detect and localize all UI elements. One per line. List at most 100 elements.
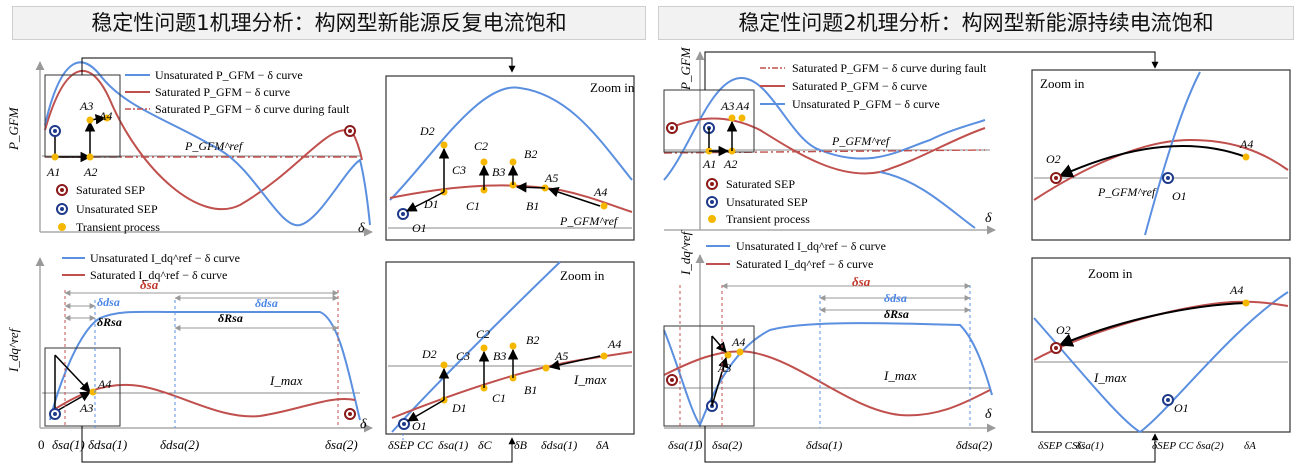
point-a4: A4 — [97, 377, 111, 391]
point-d2: D2 — [421, 347, 437, 361]
point-a3: A3 — [79, 401, 93, 415]
left-zoom-top: Zoom in O1 D1 D2 C1 C2 C3 B1 B2 B3 A4 A5… — [385, 75, 635, 241]
point-b1: B1 — [524, 383, 537, 397]
point-a1: A1 — [46, 165, 60, 179]
right-marker-legend: Saturated SEP Unsaturated SEP Transient … — [706, 177, 810, 226]
point-a4: A4 — [731, 335, 745, 349]
tick: δsa(2) — [1196, 440, 1224, 452]
point-o1: O1 — [1172, 189, 1187, 203]
left-axis-labels: 0 δsa(1) δdsa(1) δdsa(2) δsa(2) δSEP CC … — [38, 437, 610, 452]
zoom-label: Zoom in — [1088, 266, 1133, 281]
right-legend-i: Unsaturated I_dq^ref − δ curve Saturated… — [706, 239, 886, 271]
point-a4: A4 — [593, 185, 607, 199]
zoom-label: Zoom in — [560, 268, 605, 283]
x-label: δ — [985, 407, 992, 422]
legend-item: Saturated SEP — [76, 183, 145, 197]
tick: δdsa(2) — [160, 437, 199, 452]
point-a4: A4 — [735, 99, 749, 113]
right-zoom-top: Zoom in O2 O1 A4 P_GFM^ref — [1031, 69, 1291, 241]
tick: δsa(1) — [438, 438, 468, 452]
x-label: δ — [358, 221, 365, 236]
tick: δdsa(2) — [956, 438, 992, 452]
span-label: δRsa — [884, 307, 909, 321]
point-c2: C2 — [474, 139, 488, 153]
tick: δsa(1) — [1076, 440, 1104, 452]
imax-label: I_max — [883, 368, 917, 383]
point-o2: O2 — [1056, 323, 1071, 337]
left-legend-i: Unsaturated I_dq^ref − δ curve Saturated… — [62, 251, 240, 282]
point-d1: D1 — [451, 401, 467, 415]
legend-item: Unsaturated I_dq^ref − δ curve — [90, 251, 240, 265]
y-label-i: I_dq^ref — [678, 229, 693, 276]
point-o1: O1 — [1174, 401, 1189, 415]
left-legend-p: Unsaturated P_GFM − δ curve Saturated P_… — [125, 68, 350, 116]
tick: δsa(1) — [52, 437, 85, 452]
imax-label: I_max — [573, 372, 607, 387]
span-label: δRsa — [218, 311, 243, 325]
left-p-plot: P_GFM δ P_GFM^ref A1 A2 A3 A4 — [6, 61, 373, 237]
point-a4: A4 — [1229, 283, 1243, 297]
legend-item: Saturated P_GFM − δ curve — [792, 79, 927, 93]
tick: δSEP CC — [388, 438, 434, 452]
left-marker-legend: Saturated SEP Unsaturated SEP Transient … — [56, 183, 160, 234]
x-label: δ — [985, 211, 992, 226]
legend-item: Unsaturated SEP — [726, 195, 808, 209]
legend-item: Transient process — [76, 220, 160, 234]
tick: δsa(2) — [712, 438, 742, 452]
legend-item: Transient process — [726, 212, 810, 226]
pref-label: P_GFM^ref — [559, 214, 619, 228]
point-b2: B2 — [526, 333, 539, 347]
legend-item: Saturated P_GFM − δ curve — [155, 85, 290, 99]
left-title: 稳定性问题1机理分析：构网型新能源反复电流饱和 — [12, 6, 646, 40]
right-title: 稳定性问题2机理分析：构网型新能源持续电流饱和 — [658, 6, 1294, 40]
tick: 0 — [696, 437, 703, 452]
point-a2: A2 — [723, 157, 737, 171]
span-label: δdsa — [255, 296, 278, 310]
legend-item: Saturated SEP — [726, 177, 795, 191]
tick: δA — [1244, 440, 1256, 452]
right-legend-p: Saturated P_GFM − δ curve during fault S… — [760, 61, 987, 111]
pref-label: P_GFM^ref — [831, 134, 891, 148]
legend-item: Unsaturated I_dq^ref − δ curve — [736, 239, 886, 253]
point-a5: A5 — [544, 171, 558, 185]
tick: δC — [478, 438, 493, 452]
point-c2: C2 — [476, 327, 490, 341]
right-p-plot: P_GFM δ P_GFM^ref A1 A2 A3 A4 — [663, 46, 996, 235]
point-a1: A1 — [702, 157, 716, 171]
imax-label: I_max — [269, 373, 303, 388]
y-label-p: P_GFM — [6, 106, 21, 151]
point-b3: B3 — [493, 349, 506, 363]
span-label: δsa — [852, 274, 871, 289]
imax-label: I_max — [1093, 370, 1127, 385]
zoom-label: Zoom in — [1040, 76, 1085, 91]
point-d2: D2 — [419, 124, 435, 138]
point-a3: A3 — [717, 361, 731, 375]
legend-item: Saturated P_GFM − δ curve during fault — [792, 61, 987, 75]
zoom-label: Zoom in — [590, 80, 635, 95]
point-o1: O1 — [412, 419, 427, 433]
point-c1: C1 — [466, 199, 480, 213]
point-a3: A3 — [79, 99, 93, 113]
legend-item: Saturated P_GFM − δ curve during fault — [155, 102, 350, 116]
tick: δA — [596, 438, 610, 452]
point-a2: A2 — [83, 165, 97, 179]
point-o2: O2 — [1046, 152, 1061, 166]
legend-item: Unsaturated P_GFM − δ curve — [155, 68, 303, 82]
point-c3: C3 — [452, 163, 466, 177]
x-label: δ — [360, 417, 367, 432]
tick: δSEP CC — [1152, 440, 1194, 452]
point-c1: C1 — [492, 391, 506, 405]
point-a3: A3 — [720, 99, 734, 113]
right-i-plot: I_dq^ref I_max δ A4 A3 δsa δdsa δRsa — [663, 229, 996, 433]
y-label-p: P_GFM — [678, 46, 693, 91]
point-a5: A5 — [554, 349, 568, 363]
legend-item: Saturated I_dq^ref − δ curve — [90, 268, 227, 282]
point-b1: B1 — [526, 199, 539, 213]
tick: δdsa(1) — [541, 438, 577, 452]
left-i-plot: I_dq^ref I_max δ A4 A3 δsa δdsa δdsa δRs… — [6, 257, 373, 433]
tick: δdsa(1) — [806, 438, 842, 452]
point-o1: O1 — [412, 221, 427, 235]
point-c3: C3 — [456, 349, 470, 363]
span-label: δdsa — [884, 291, 907, 305]
right-zoom-bottom: Zoom in O2 O1 A4 I_max — [1031, 257, 1291, 434]
